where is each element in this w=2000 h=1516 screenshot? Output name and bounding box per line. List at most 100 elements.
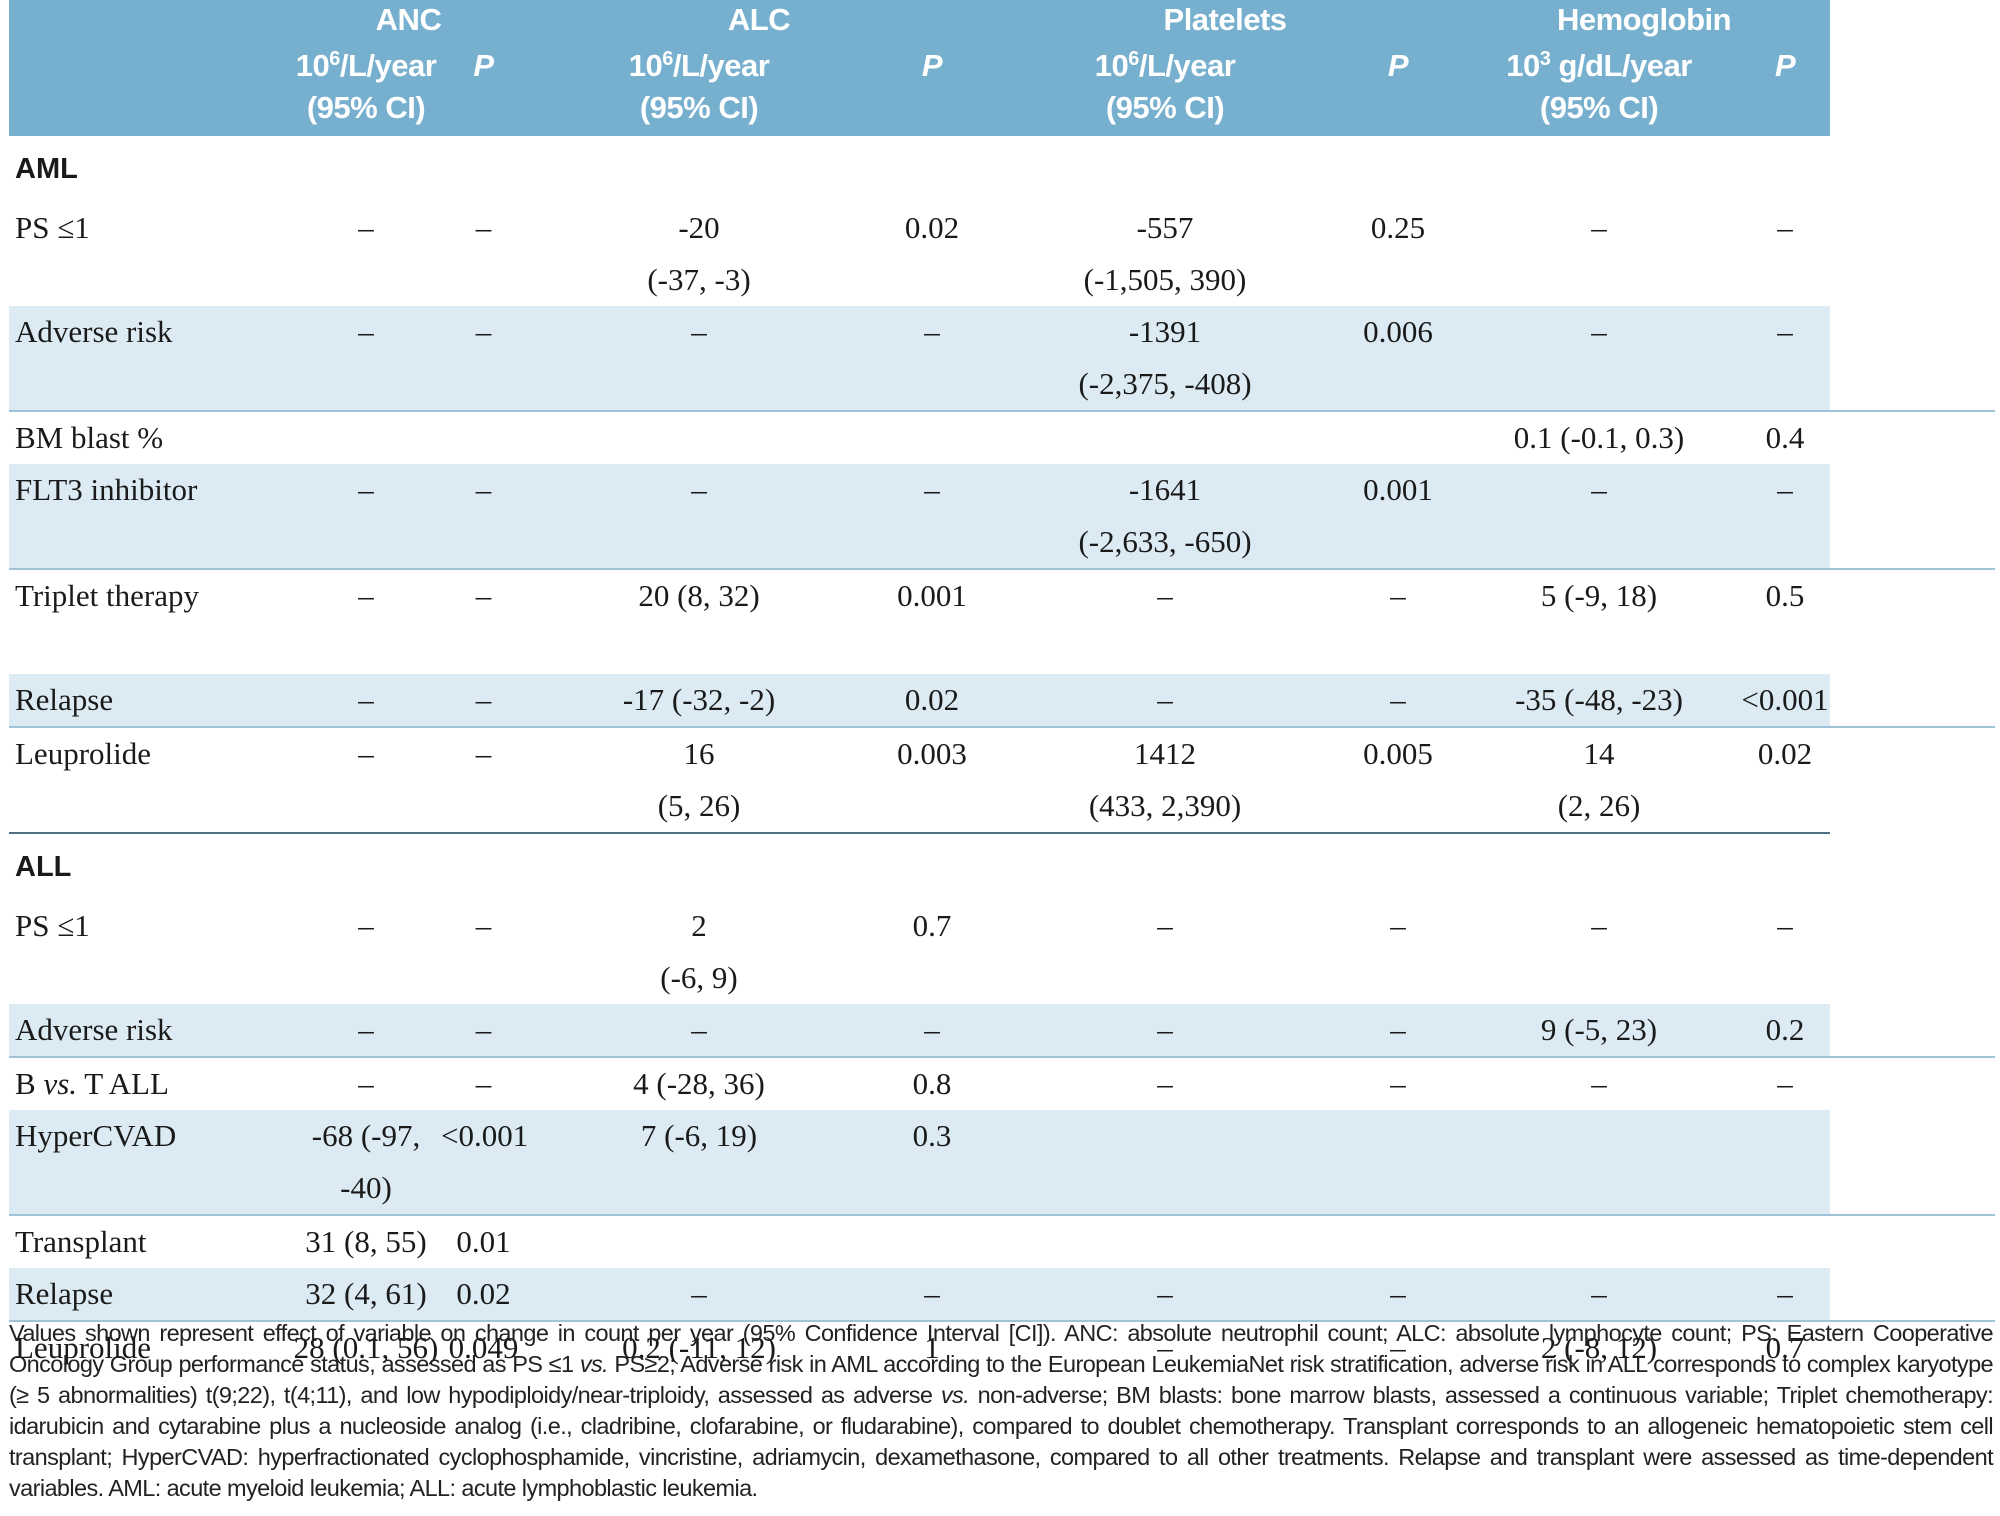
table-cell: 0.5 [1740,569,1830,674]
cell-ci: (-2,633, -650) [1078,524,1252,559]
table-cell: – [441,306,526,411]
cell-value: – [1777,210,1793,245]
row-label: Adverse risk [15,314,173,349]
cell-value: – [1591,908,1607,943]
table-cell: – [526,306,872,411]
cell-value: – [1390,1276,1406,1311]
cell-value: – [1777,314,1793,349]
cell-value: – [924,314,940,349]
table-cell: 0.001 [872,569,992,674]
cell-value: 0.006 [1363,314,1433,349]
cell-ci: (-37, -3) [647,262,751,297]
cell-value: <0.001 [441,1118,529,1153]
table-cell [1740,1215,1830,1268]
table-cell: – [291,900,441,1004]
row-label: Relapse [15,1276,114,1311]
cell-value: – [1591,314,1607,349]
row-label: B vs. T ALL [9,1057,291,1110]
table-cell [1338,1110,1458,1215]
cell-value: – [475,1066,492,1101]
table-cell: – [1338,1004,1458,1057]
table-cell: – [291,202,441,306]
table-row: BM blast % 0.1 (-0.1, 0.3) 0.4 [9,411,1995,464]
row-label: Transplant [15,1224,147,1259]
table-cell [1740,1110,1830,1215]
cell-value: 0.3 [912,1118,952,1153]
cell-value: 16 [683,736,715,771]
row-label: PS ≤1 [15,210,90,245]
table-cell: -1641 (-2,633, -650) [992,464,1338,569]
table-row: Relapse – – -17 (-32, -2) 0.02 – – -35 (-48, -2… [9,674,1995,727]
table-cell: – [1458,1268,1740,1321]
table-cell: – [1338,569,1458,674]
header-ci-alc: (95% CI) [639,90,759,125]
table-cell: -68 (-97, -40) [291,1110,441,1215]
table-cell: 7 (-6, 19) [526,1110,872,1215]
cell-value: – [1157,682,1173,717]
table-cell: – [1740,900,1830,1004]
table-cell: 5 (-9, 18) [1458,569,1740,674]
cell-value: 0.5 [1765,578,1805,613]
cell-ci: (433, 2,390) [1088,788,1242,823]
header-group-hemoglobin: Hemoglobin [1556,2,1732,37]
table-cell [992,1215,1338,1268]
table-header: ANC ALC Platelets Hemoglobin 106/L/year … [9,0,1995,136]
table-row: Relapse 32 (4, 61) 0.02 – – – – – – [9,1268,1995,1321]
row-label: Relapse [15,682,114,717]
table-row: Transplant 31 (8, 55) 0.01 [9,1215,1995,1268]
table-row: Leuprolide 28 (0.1, 56) 0.049 0.2 (-11, 12)… [9,1321,1995,1374]
table-cell: 0.001 [1338,464,1458,569]
cell-value: 0.003 [897,736,967,771]
cell-value: – [1157,1330,1173,1365]
table-cell: – [441,727,527,834]
table-cell: 0.02 [872,674,992,727]
table-cell: 20 (8, 32) [526,569,872,674]
table-cell: – [1458,202,1740,306]
cell-value: – [924,472,940,507]
header-p-anc: P [473,48,494,83]
table-cell: 0.2 [1740,1004,1830,1057]
table-cell: – [1458,464,1740,569]
table-cell: – [441,1004,526,1057]
row-label: BM blast % [15,420,164,455]
cell-value: 0.2 (-11, 12) [622,1330,776,1365]
header-group-anc: ANC [375,2,442,37]
table-row: Adverse risk – – – – – – 9 (-5, 23) 0.2 [9,1004,1995,1057]
row-label: Leuprolide [9,727,291,834]
cell-value: -557 [1136,210,1194,245]
table-cell: – [441,202,526,306]
cell-ci: (-1,505, 390) [1083,262,1247,297]
table-cell: 31 (8, 55) [291,1215,441,1268]
table-cell: 16 (5, 26) [526,727,873,834]
table-cell [992,1110,1338,1215]
cell-value: 0.005 [1363,736,1433,771]
row-label: PS ≤1 [15,908,90,943]
cell-value: – [1390,578,1406,613]
table-row: PS ≤1 – – 2 (-6, 9) 0.7 – – – – [9,900,1995,1004]
cell-value: 0.7 [1765,1330,1805,1365]
cell-value: – [475,210,492,245]
table-cell: – [291,464,441,569]
header-unit-anc: 106/L/year [295,48,437,83]
cell-value: – [475,472,492,507]
table-cell: – [1740,464,1830,569]
cell-value: 4 (-28, 36) [633,1066,765,1101]
cell-value: 0.25 [1370,210,1426,245]
cell-value: 2 (-8, 12) [1540,1330,1658,1365]
table-cell: – [1338,1057,1458,1110]
cell-value: 1 [924,1330,940,1365]
header-group-alc: ALC [727,2,791,37]
table-row: Adverse risk – – – – -1391 (-2,375, -408) 0.006… [9,306,1995,411]
table-footnote: Values shown represent effect of variabl… [9,1320,1994,1501]
table-cell: – [1338,1321,1458,1374]
cell-value: – [358,682,374,717]
cell-value: – [358,736,374,771]
cell-value: 0.001 [1363,472,1433,507]
table-row: FLT3 inhibitor – – – – -1641 (-2,633, -650) 0.0… [9,464,1995,569]
cell-value: – [1777,908,1793,943]
table-cell: 0.02 [872,202,992,306]
table-cell: 0.7 [1740,1321,1830,1374]
cell-value: – [1591,1276,1607,1311]
row-label-italic: vs. [43,1066,78,1101]
table-cell: – [872,306,992,411]
